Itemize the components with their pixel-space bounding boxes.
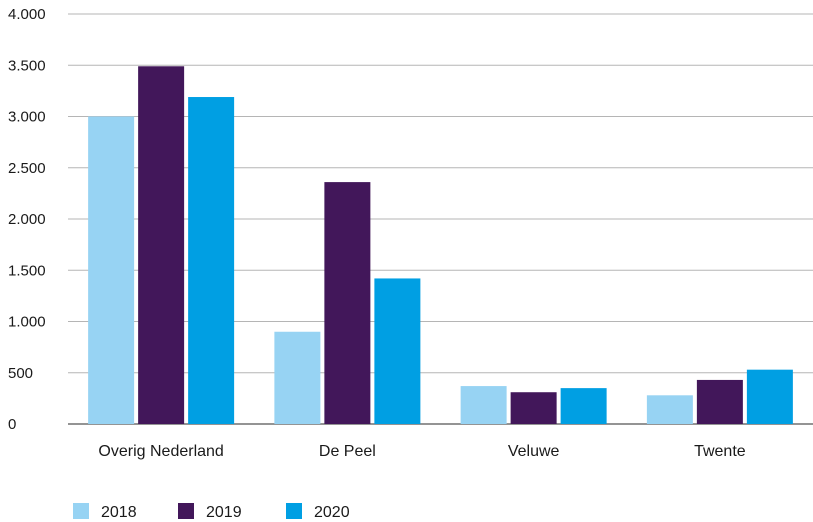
bar-2018 — [88, 116, 135, 424]
bars — [88, 66, 793, 425]
bar-2018 — [646, 395, 693, 424]
bar-2019 — [138, 66, 185, 425]
legend-swatch-2020 — [286, 503, 302, 519]
y-tick-label: 0 — [8, 416, 16, 433]
y-tick-label: 500 — [8, 365, 33, 382]
bar-2019 — [696, 379, 743, 424]
x-axis-category-labels: Overig Nederland De Peel Veluwe Twente — [98, 443, 745, 460]
bar-2020 — [746, 369, 793, 424]
y-tick-label: 4.000 — [8, 6, 46, 23]
bar-2019 — [324, 182, 371, 424]
y-tick-label: 3.500 — [8, 57, 46, 74]
legend: 2018 2019 2020 — [73, 503, 350, 521]
legend-label: 2019 — [206, 504, 242, 521]
y-tick-label: 1.500 — [8, 262, 46, 279]
y-tick-label: 2.000 — [8, 211, 46, 228]
x-category-label: Overig Nederland — [98, 443, 223, 460]
bar-2018 — [460, 386, 507, 424]
y-tick-label: 2.500 — [8, 160, 46, 177]
legend-label: 2018 — [101, 504, 137, 521]
x-category-label: Twente — [694, 443, 746, 460]
bar-2018 — [274, 331, 321, 424]
y-axis-tick-labels: 0 500 1.000 1.500 2.000 2.500 3.000 3.500 4.000 — [8, 6, 46, 433]
y-tick-label: 1.000 — [8, 314, 46, 331]
bar-2020 — [374, 278, 421, 424]
bar-2020 — [560, 388, 607, 424]
legend-swatch-2019 — [178, 503, 194, 519]
y-tick-label: 3.000 — [8, 109, 46, 126]
x-category-label: Veluwe — [508, 443, 560, 460]
x-category-label: De Peel — [319, 443, 376, 460]
legend-label: 2020 — [314, 504, 350, 521]
bar-2019 — [510, 392, 557, 424]
legend-swatch-2018 — [73, 503, 89, 519]
bar-2020 — [188, 97, 235, 425]
